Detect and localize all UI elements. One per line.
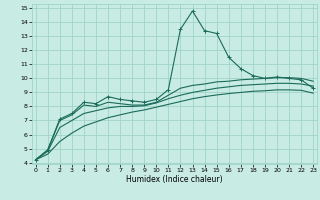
X-axis label: Humidex (Indice chaleur): Humidex (Indice chaleur) — [126, 175, 223, 184]
